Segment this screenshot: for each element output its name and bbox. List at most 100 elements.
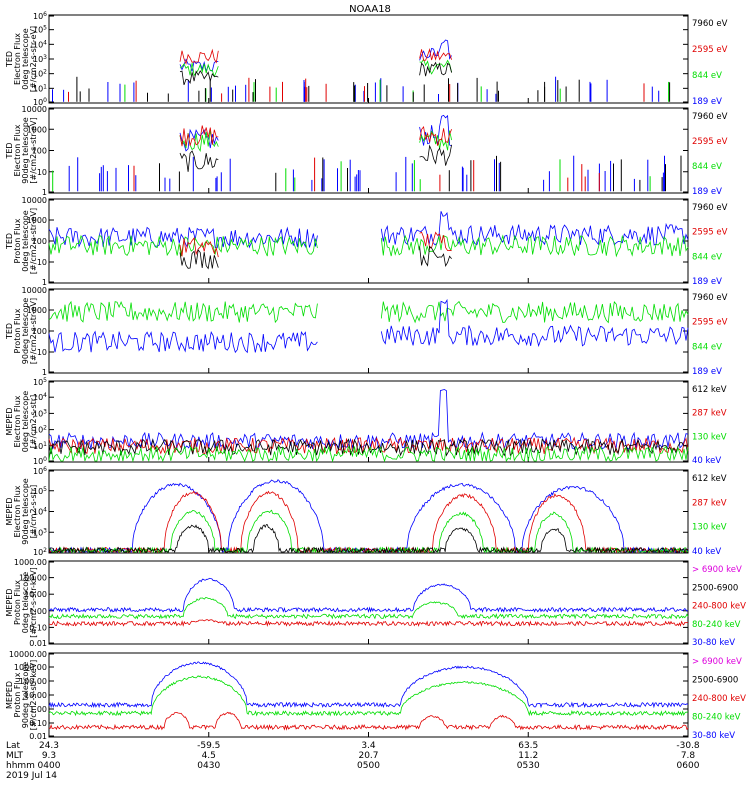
footer-hhmm-value: 0500 <box>357 761 380 771</box>
legend-entry: 844 eV <box>692 342 722 352</box>
y-axis-label: TEDElectron Flux90deg telescope[#/cm2-s-… <box>5 117 38 184</box>
series-blue-line <box>48 479 689 554</box>
legend-entry: 287 keV <box>692 409 727 419</box>
y-axis-label: TEDProton Flux90deg telescope[#/cm2-s-st… <box>5 298 38 365</box>
footer-lat-value: -59.5 <box>197 741 220 751</box>
series-red-line <box>179 125 219 147</box>
footer-hhmm-value: 0600 <box>677 761 700 771</box>
y-tick-label: 104 <box>33 39 47 49</box>
legend-entry: 30-80 keV <box>692 731 735 741</box>
legend-entry: 2500-6900 <box>692 676 738 686</box>
legend-entry: 30-80 keV <box>692 638 735 648</box>
y-tick-label: 0.10 <box>29 719 47 728</box>
footer-mlt-value: 11.2 <box>518 751 538 761</box>
y-axis-label: TEDElectron Flux0deg telescope[#/cm2-s-s… <box>5 26 38 92</box>
legend-entry: 612 keV <box>692 474 727 484</box>
y-tick-label: 106 <box>33 466 47 476</box>
y-tick-label: 10000 <box>22 105 47 114</box>
legend-entry: 7960 eV <box>692 112 728 122</box>
series-blue-line <box>419 39 452 61</box>
series-red-line <box>48 490 689 554</box>
legend-entry: 612 keV <box>692 385 727 395</box>
y-tick-label: 105 <box>33 25 47 35</box>
panel-3: 1 10 100 1000 10000 TEDProton Flux0deg telesc… <box>5 196 728 287</box>
y-tick-label: 105 <box>33 486 47 496</box>
y-tick-label: 0.01 <box>29 639 47 648</box>
panel-8: 0.01 0.10 1.00 10.00 100.00 1000.00 10000.00ME… <box>5 650 746 741</box>
panel-frame <box>48 469 689 554</box>
series-green-line <box>380 234 689 258</box>
y-tick-label: 1 <box>42 188 47 197</box>
y-tick-label: 102 <box>33 69 47 79</box>
y-axis-label: MEPEDProton Flux90deg telescope[#/cm2-s-… <box>5 660 38 731</box>
y-tick-label: 101 <box>33 83 47 93</box>
panel-frame <box>48 652 689 738</box>
series-blue-line <box>380 211 689 246</box>
footer-date: 2019 Jul 14 <box>6 771 57 781</box>
y-tick-label: 10.00 <box>24 590 47 599</box>
y-tick-label: 1.00 <box>29 705 47 714</box>
footer-mlt-value: 20.7 <box>358 751 378 761</box>
y-tick-label: 100.00 <box>19 677 47 686</box>
footer-row-label: hhmm <box>6 761 35 771</box>
y-tick-label: 100.00 <box>19 574 47 583</box>
series-green-line <box>48 300 318 324</box>
legend-entry: 287 keV <box>692 498 727 508</box>
series-black-line <box>48 524 688 554</box>
y-axis-label: MEPEDElectron Flux90deg telescope[#/cm2-… <box>5 478 38 545</box>
y-tick-label: 100 <box>33 97 47 107</box>
series-black-line <box>419 144 452 166</box>
y-axis-label: MEPEDElectron Flux0deg telescope[#/cm2-s… <box>5 391 38 452</box>
y-tick-label: 102 <box>33 547 47 557</box>
series-red-line <box>419 47 452 61</box>
series-blue-line <box>48 661 689 709</box>
series-green-line <box>380 300 689 324</box>
legend-entry: 189 eV <box>692 277 722 287</box>
series-blue-line <box>48 330 318 354</box>
y-tick-label: 10 <box>37 348 47 357</box>
y-tick-label: 1 <box>42 368 47 377</box>
y-tick-label: 10.00 <box>24 691 47 700</box>
y-tick-label: 1000 <box>27 306 47 315</box>
series-black-line <box>48 438 689 457</box>
panel-frame <box>48 560 689 645</box>
series-black-line <box>179 70 219 86</box>
panel-4: 1 10 100 1000 10000 TEDProton Flux90deg teles… <box>5 286 728 377</box>
series-black-line <box>179 150 219 172</box>
y-tick-label: 100 <box>32 327 47 336</box>
legend-entry: 2595 eV <box>692 137 728 147</box>
y-tick-label: 1000 <box>27 125 47 134</box>
legend-entry: 240-800 keV <box>692 602 746 612</box>
footer-lat-value: -30.8 <box>676 741 700 751</box>
series-blue-line <box>179 128 219 152</box>
series-green-line <box>48 597 689 620</box>
series-green-line <box>48 675 689 717</box>
y-tick-label: 1000 <box>27 216 47 225</box>
legend-entry: 80-240 keV <box>692 620 741 630</box>
series-blue-line <box>48 389 689 450</box>
legend-entry: 2595 eV <box>692 45 728 55</box>
y-tick-label: 101 <box>33 441 47 451</box>
panel-2: 1 10 100 1000 10000 TEDElectron Flux90deg tel… <box>5 105 728 197</box>
legend-entry: 2595 eV <box>692 318 728 328</box>
legend-entry: > 6900 keV <box>692 565 742 575</box>
legend-entry: 40 keV <box>692 547 721 557</box>
y-tick-label: 104 <box>33 507 47 517</box>
series-red-line <box>419 231 452 252</box>
series-red-line <box>179 48 219 65</box>
footer-hhmm-value: 0430 <box>197 761 220 771</box>
series-green-line <box>419 58 452 75</box>
footer-lat-value: 63.5 <box>518 741 538 751</box>
y-tick-label: 10 <box>37 258 47 267</box>
legend-entry: 40 keV <box>692 456 721 466</box>
y-tick-label: 0.10 <box>29 623 47 632</box>
footer-mlt-value: 7.8 <box>681 751 696 761</box>
footer-row-label: Lat <box>6 741 21 751</box>
series-green-line <box>179 62 219 78</box>
series-blue-line <box>48 577 689 614</box>
y-axis-label: MEPEDProton Flux0deg telescope[#/cm2-s-s… <box>5 567 38 638</box>
panel-frame <box>48 107 689 194</box>
